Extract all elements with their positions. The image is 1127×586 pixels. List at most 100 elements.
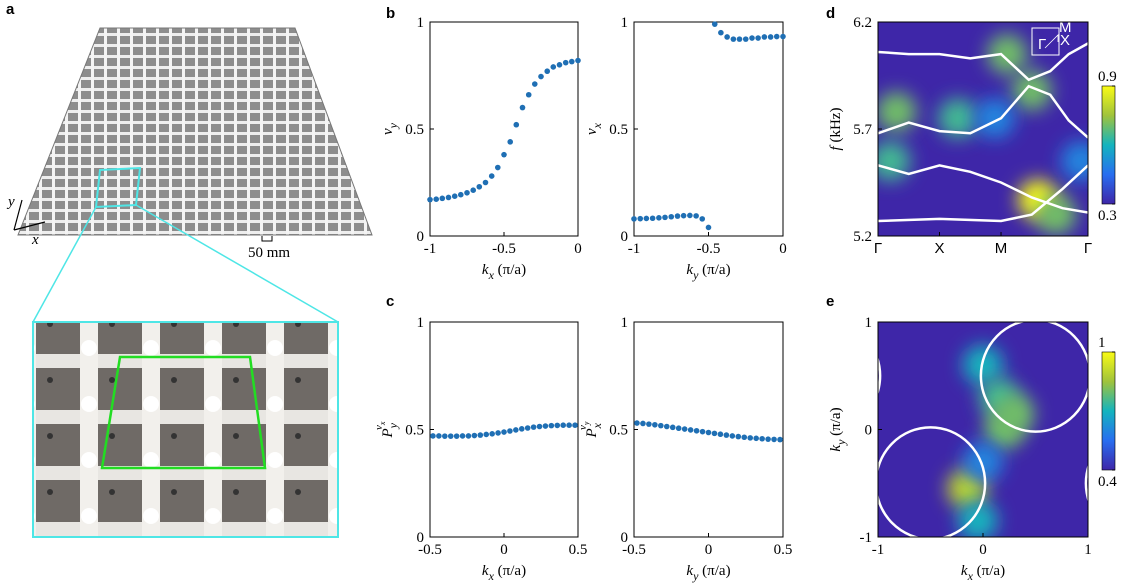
label-symbol: k bbox=[686, 262, 693, 278]
heat-spot bbox=[878, 91, 917, 132]
data-point bbox=[735, 433, 742, 440]
data-point bbox=[427, 196, 433, 203]
data-point bbox=[482, 179, 489, 186]
data-point bbox=[495, 430, 501, 436]
label-subscript: x bbox=[590, 422, 604, 429]
data-point bbox=[637, 215, 644, 222]
lattice-photo bbox=[17, 27, 373, 236]
y-tick-label: 0 bbox=[417, 530, 425, 546]
data-point bbox=[451, 193, 458, 199]
data-point bbox=[741, 434, 748, 441]
data-point bbox=[507, 428, 513, 434]
contour-circle bbox=[979, 322, 1088, 433]
plot-frame bbox=[633, 321, 784, 538]
data-point bbox=[488, 173, 495, 179]
axis-label: ky (π/a) bbox=[686, 563, 730, 583]
y-tick-label: 5.2 bbox=[853, 229, 872, 245]
bz-inset bbox=[1031, 27, 1060, 56]
label-unit: (π/a) bbox=[698, 262, 730, 278]
data-point bbox=[471, 432, 478, 439]
x-tick-label: 1 bbox=[1084, 542, 1092, 558]
colorbar bbox=[1101, 351, 1116, 471]
y-tick-label: 1 bbox=[865, 315, 873, 331]
data-point bbox=[777, 436, 783, 443]
data-point bbox=[439, 195, 446, 202]
data-point bbox=[457, 191, 464, 198]
x-tick-label: -0.5 bbox=[697, 241, 721, 257]
axis-label: vy bbox=[380, 122, 400, 135]
zoom-line bbox=[32, 206, 97, 323]
heat-spot bbox=[1036, 194, 1077, 235]
axes-arrows bbox=[13, 199, 46, 231]
data-point bbox=[554, 422, 561, 429]
data-point bbox=[663, 423, 670, 430]
data-point bbox=[771, 436, 777, 443]
data-point bbox=[566, 422, 572, 429]
y-tick-label: 0.5 bbox=[405, 122, 424, 138]
data-point bbox=[489, 431, 495, 437]
data-point bbox=[693, 213, 699, 219]
plot-frame bbox=[429, 321, 579, 538]
contour-circle bbox=[878, 356, 882, 396]
label-subscript: x bbox=[590, 122, 604, 129]
data-point bbox=[699, 216, 706, 222]
axis-label: kx (π/a) bbox=[482, 262, 526, 282]
data-point bbox=[513, 121, 520, 128]
label-subscript: x bbox=[488, 569, 495, 583]
label-symbol: k bbox=[686, 563, 693, 579]
data-point bbox=[652, 421, 658, 428]
data-point bbox=[442, 433, 448, 439]
data-point bbox=[674, 213, 681, 219]
x-tick-label: Γ bbox=[874, 240, 882, 257]
bz-label: Γ bbox=[1038, 36, 1046, 53]
y-tick-label: 1 bbox=[417, 15, 425, 31]
data-point bbox=[662, 214, 668, 221]
data-point bbox=[759, 435, 765, 442]
data-point bbox=[711, 430, 718, 437]
data-point bbox=[717, 431, 724, 438]
axis-label: f (kHz) bbox=[828, 108, 844, 151]
label-unit: (kHz) bbox=[828, 108, 844, 147]
data-point bbox=[640, 420, 646, 427]
plot-frame bbox=[429, 21, 579, 237]
label-symbol: k bbox=[482, 262, 489, 278]
heat-spot bbox=[963, 441, 1003, 482]
data-point bbox=[668, 213, 675, 220]
data-point bbox=[464, 189, 470, 196]
label-unit: (π/a) bbox=[494, 262, 526, 278]
label-subscript: y bbox=[386, 122, 400, 129]
data-point bbox=[525, 91, 532, 98]
band-line bbox=[878, 84, 1088, 139]
y-tick-label: 0 bbox=[417, 229, 425, 245]
x-tick-label: -0.5 bbox=[418, 542, 442, 558]
axis-y: y bbox=[6, 194, 15, 210]
data-point bbox=[453, 433, 460, 439]
data-point bbox=[761, 34, 768, 40]
label-superscript-sub: x bbox=[378, 421, 387, 426]
label-superscript: v bbox=[373, 425, 385, 430]
data-point bbox=[711, 21, 718, 27]
x-tick-label: 0 bbox=[779, 241, 787, 257]
zoom-line bbox=[135, 204, 339, 323]
label-unit: (π/a) bbox=[698, 563, 730, 579]
data-point bbox=[773, 33, 780, 40]
axis-label: vx bbox=[584, 122, 604, 135]
inset-photo bbox=[32, 321, 339, 538]
data-point bbox=[524, 425, 531, 431]
bz-label: X bbox=[1060, 32, 1070, 49]
x-tick-label: 0 bbox=[979, 542, 987, 558]
data-point bbox=[749, 35, 755, 41]
panel-label: e bbox=[826, 293, 834, 310]
label-unit: (π/a) bbox=[828, 407, 844, 439]
heat-spot bbox=[957, 500, 998, 537]
data-point bbox=[687, 212, 693, 219]
y-tick-label: 1 bbox=[621, 315, 629, 331]
data-point bbox=[649, 215, 656, 222]
panel-label: b bbox=[386, 5, 395, 22]
x-tick-label: X bbox=[935, 240, 945, 257]
axis-label: Pyvx bbox=[373, 421, 400, 438]
data-point bbox=[465, 433, 472, 439]
bz-label: M bbox=[1059, 19, 1072, 36]
band-line bbox=[878, 42, 1088, 82]
